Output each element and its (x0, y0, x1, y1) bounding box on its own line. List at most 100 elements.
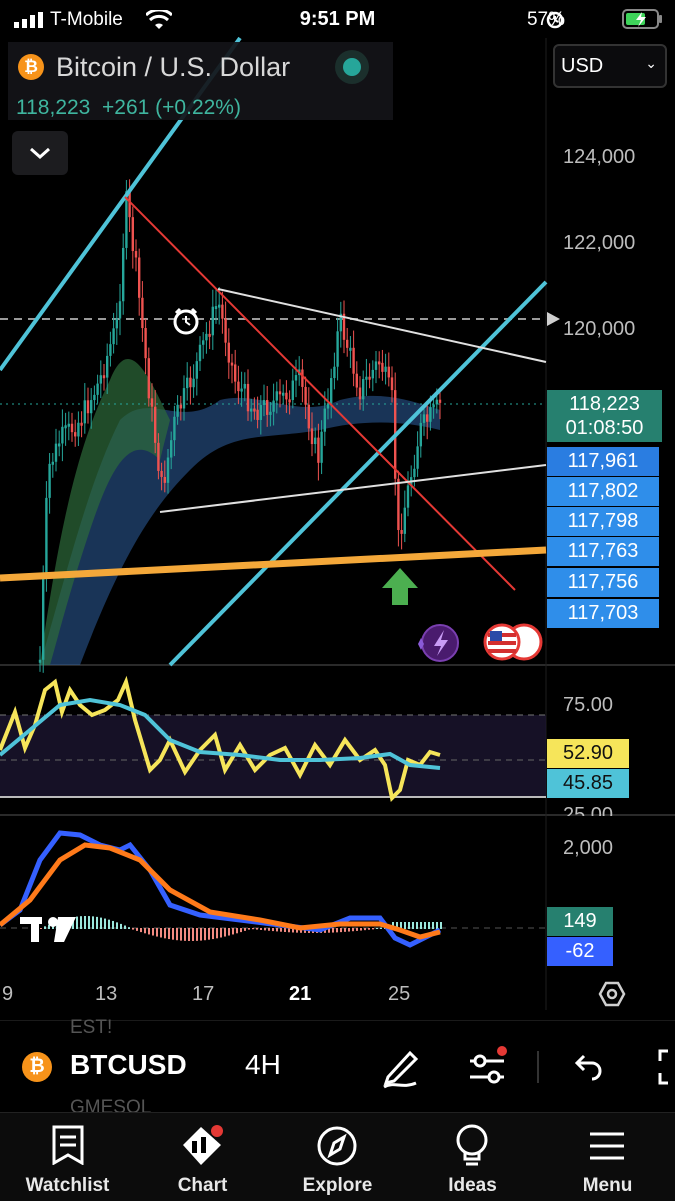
macd-histogram-bar (364, 928, 366, 931)
rsi-ma-value-tag: 45.85 (547, 769, 629, 798)
triangle-line-upper (217, 288, 547, 363)
macd-histogram-bar (216, 928, 218, 939)
candle-body (61, 426, 64, 444)
candle-body (90, 400, 93, 414)
macd-histogram-bar (104, 918, 106, 929)
candle-body (285, 392, 288, 400)
macd-histogram-bar (420, 922, 422, 929)
candle-body (38, 659, 42, 663)
background-text: EST! (70, 1017, 113, 1038)
price-chart[interactable] (0, 0, 675, 1010)
symbol-button[interactable]: BTCUSD (70, 1049, 187, 1080)
time-axis-label: 21 (289, 983, 312, 1005)
macd-histogram (40, 916, 442, 941)
indicators-icon[interactable] (466, 1045, 510, 1089)
candle-body (253, 408, 256, 412)
macd-histogram-bar (296, 928, 298, 933)
macd-histogram-bar (204, 928, 206, 941)
time-axis-label: 25 (388, 983, 411, 1005)
price-line-handle-icon (547, 312, 560, 326)
macd-histogram-bar (256, 928, 258, 930)
tab-chart[interactable]: Chart (135, 1113, 270, 1201)
currency-label: USD (561, 55, 604, 77)
price-change: +261 (+0.22%) (102, 96, 241, 119)
macd-histogram-bar (368, 928, 370, 930)
macd-histogram-bar (332, 928, 334, 933)
candle-body (58, 443, 61, 447)
candle-body (352, 347, 355, 374)
macd-histogram-bar (148, 928, 150, 935)
current-price-value: 118,223 (569, 393, 640, 415)
candle-body (218, 304, 221, 308)
macd-histogram-bar (412, 922, 414, 929)
tab-label: Menu (582, 1175, 633, 1196)
interval-button[interactable]: 4H (245, 1049, 281, 1080)
up-arrow-annotation (382, 568, 418, 605)
macd-histogram-bar (136, 928, 138, 931)
rsi-axis-label: 75.00 (563, 694, 614, 716)
candle-body (346, 339, 349, 348)
level-tag: 117,961 (547, 447, 659, 476)
collapse-legend-button[interactable] (12, 131, 68, 175)
macd-histogram-bar (128, 927, 130, 929)
macd-histogram-bar (236, 928, 238, 934)
currency-select[interactable]: USD ⌄ (553, 44, 667, 88)
macd-line (0, 830, 442, 948)
candle-body (115, 318, 118, 329)
candle-body (86, 400, 90, 414)
candle-body (381, 362, 384, 372)
candle-body (371, 369, 374, 379)
macd-histogram-bar (224, 928, 226, 937)
macd-histogram-bar (272, 928, 274, 932)
macd-histogram-bar (352, 928, 354, 932)
tab-ideas[interactable]: Ideas (405, 1113, 540, 1201)
macd-histogram-bar (404, 922, 406, 929)
candle-body (272, 400, 275, 412)
macd-histogram-bar (380, 927, 382, 929)
undo-icon[interactable] (572, 1049, 604, 1085)
macd-histogram-bar (44, 926, 46, 929)
level-tag: 117,802 (547, 477, 659, 506)
candle-body (77, 422, 80, 437)
macd-histogram-bar (92, 916, 94, 929)
macd-histogram-bar (372, 928, 374, 930)
tradingview-logo (20, 917, 76, 942)
macd-histogram-bar (124, 925, 126, 929)
candle-body (192, 378, 195, 388)
signal-icon (14, 12, 43, 28)
candle-body (128, 191, 131, 218)
compass-icon (317, 1126, 357, 1166)
candle-body (349, 347, 352, 351)
candle-body (202, 340, 205, 345)
macd-histogram-bar (76, 916, 78, 929)
chart-settings-icon[interactable] (598, 981, 626, 1007)
bitcoin-logo-icon: ₿ (22, 1052, 52, 1082)
macd-histogram-bar (252, 928, 254, 930)
candle-body (83, 400, 86, 424)
level-tag: 117,763 (547, 537, 659, 566)
drawing-tools-icon[interactable] (380, 1045, 424, 1089)
macd-histogram-bar (168, 928, 170, 940)
downtrend-line (124, 196, 516, 591)
us-flag-event-icon[interactable] (483, 623, 543, 661)
fullscreen-icon[interactable] (654, 1049, 675, 1085)
tab-explore[interactable]: Explore (270, 1113, 405, 1201)
tab-watchlist[interactable]: Watchlist (0, 1113, 135, 1201)
candle-body (246, 383, 250, 412)
macd-histogram-bar (232, 928, 234, 935)
alarm-marker-icon[interactable] (173, 307, 199, 335)
candle-body (186, 377, 189, 389)
tab-menu[interactable]: Menu (540, 1113, 675, 1201)
macd-histogram-bar (400, 922, 402, 929)
macd-histogram-bar (100, 917, 102, 929)
level-tag: 117,703 (547, 599, 659, 628)
candle-body (237, 381, 240, 392)
candle-body (310, 428, 314, 445)
macd-histogram-bar (440, 922, 442, 929)
lightning-event-icon[interactable] (418, 624, 459, 662)
macd-histogram-bar (360, 928, 362, 931)
price-axis-label: 122,000 (563, 232, 636, 254)
symbol-header[interactable] (8, 42, 393, 120)
macd-histogram-bar (164, 928, 166, 939)
candle-body (166, 457, 170, 483)
